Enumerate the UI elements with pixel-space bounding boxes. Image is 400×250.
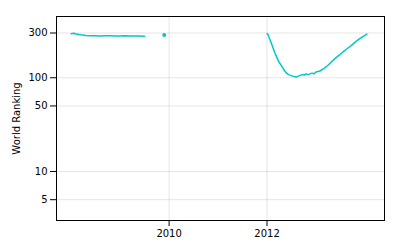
svg-text:10: 10 (35, 166, 48, 177)
svg-text:100: 100 (28, 72, 47, 83)
svg-text:5: 5 (41, 194, 47, 205)
svg-text:2010: 2010 (156, 228, 181, 239)
svg-text:300: 300 (28, 27, 47, 38)
svg-text:50: 50 (35, 100, 48, 111)
svg-text:2012: 2012 (254, 228, 279, 239)
svg-text:World Ranking: World Ranking (11, 82, 22, 154)
